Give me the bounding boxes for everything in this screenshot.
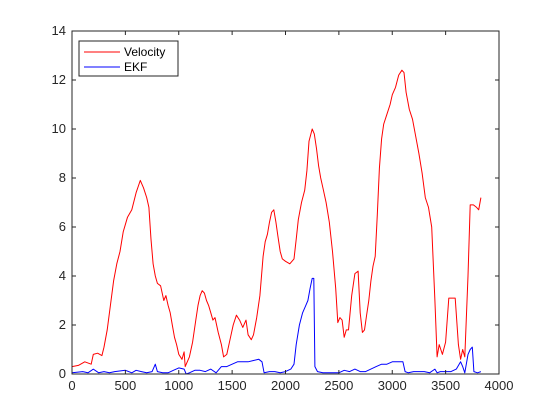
legend: Velocity EKF bbox=[78, 40, 179, 77]
x-tick-label: 1500 bbox=[218, 378, 247, 393]
y-tick-label: 6 bbox=[59, 219, 66, 234]
x-tick-label: 0 bbox=[68, 378, 75, 393]
y-tick-label: 14 bbox=[52, 23, 66, 38]
x-tick-label: 3500 bbox=[431, 378, 460, 393]
y-tick-label: 0 bbox=[59, 366, 66, 381]
y-tick-label: 4 bbox=[59, 268, 66, 283]
plot-area bbox=[72, 31, 499, 374]
legend-box bbox=[78, 40, 179, 77]
legend-label-velocity: Velocity bbox=[124, 45, 165, 59]
legend-label-ekf: EKF bbox=[124, 60, 147, 74]
y-tick-label: 10 bbox=[52, 121, 66, 136]
series-layer bbox=[71, 69, 482, 375]
y-tick-label: 12 bbox=[52, 72, 66, 87]
series-line-ekf bbox=[71, 277, 482, 375]
x-tick-label: 2500 bbox=[324, 378, 353, 393]
x-tick-label: 500 bbox=[115, 378, 137, 393]
ticks-layer: 0 500 1000 1500 2000 2500 3000 3500 4000 0 2 4 6 8 10 1… bbox=[52, 23, 514, 393]
x-tick-label: 1000 bbox=[164, 378, 193, 393]
x-tick-label: 2000 bbox=[271, 378, 300, 393]
x-tick-label: 3000 bbox=[378, 378, 407, 393]
y-tick-label: 8 bbox=[59, 170, 66, 185]
x-tick-label: 4000 bbox=[485, 378, 514, 393]
y-tick-label: 2 bbox=[59, 317, 66, 332]
series-line-velocity bbox=[71, 69, 482, 368]
